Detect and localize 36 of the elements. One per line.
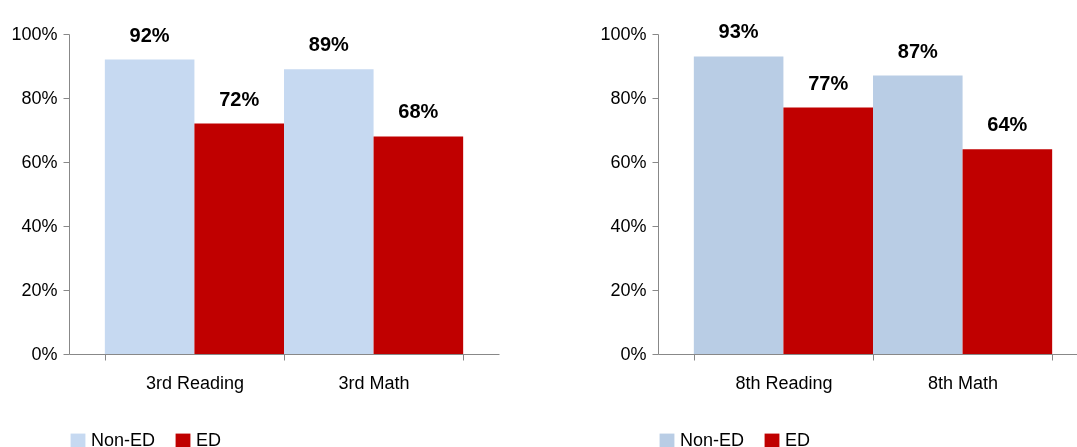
bar (962, 149, 1053, 354)
data-label: 93% (718, 20, 759, 43)
data-label: 92% (129, 23, 170, 46)
data-label: 89% (308, 33, 350, 56)
y-tick-label: 80% (610, 87, 647, 108)
data-label: 77% (808, 71, 849, 94)
bar (284, 69, 374, 354)
legend-label: ED (196, 430, 222, 447)
data-label: 68% (398, 100, 439, 123)
y-tick-label: 60% (21, 151, 58, 172)
bar (373, 136, 464, 354)
y-tick-label: 60% (610, 151, 647, 172)
bar (873, 75, 963, 354)
bar (104, 59, 195, 354)
y-tick-label: 40% (610, 215, 647, 236)
y-tick-label: 100% (600, 23, 647, 44)
x-tick-label: 8th Reading (735, 372, 833, 393)
y-tick-label: 20% (610, 279, 647, 300)
y-tick-label: 100% (11, 23, 58, 44)
x-tick-label: 3rd Reading (145, 372, 244, 393)
bar (783, 107, 873, 354)
bar (194, 123, 284, 354)
data-label: 64% (987, 113, 1028, 136)
y-tick-label: 0% (620, 343, 647, 364)
legend-label: ED (785, 430, 811, 447)
data-label: 87% (897, 39, 939, 62)
y-tick-label: 40% (21, 215, 58, 236)
y-tick-label: 20% (21, 279, 58, 300)
x-tick-label: 3rd Math (338, 372, 410, 393)
bar (693, 56, 784, 354)
y-tick-label: 80% (21, 87, 58, 108)
y-tick-label: 0% (31, 343, 58, 364)
legend-label: Non-ED (680, 430, 745, 447)
x-tick-label: 8th Math (928, 372, 999, 393)
data-label: 72% (219, 87, 260, 110)
legend-label: Non-ED (91, 430, 156, 447)
